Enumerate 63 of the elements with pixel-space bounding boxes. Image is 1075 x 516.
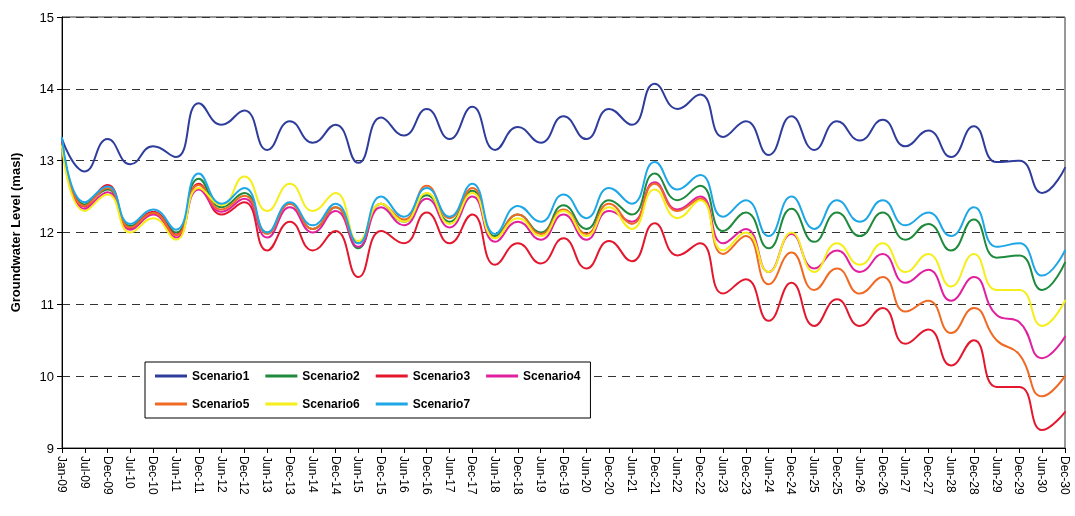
x-tick-label: Jun-27 <box>898 456 913 494</box>
x-tick-label: Jun-16 <box>396 456 411 494</box>
y-tick-label: 9 <box>46 440 54 456</box>
line-series <box>61 142 1066 360</box>
legend-label: Scenario6 <box>302 397 361 411</box>
x-tick-label: Dec-25 <box>830 456 845 496</box>
x-tick-label: Jan-09 <box>55 456 69 494</box>
x-tick-label: Jun-24 <box>761 456 776 494</box>
x-tick-label: Dec-30 <box>1058 456 1072 496</box>
x-tick-label: Dec-29 <box>1012 456 1027 496</box>
x-tick-label: Jun-11 <box>168 456 183 493</box>
x-tick-label: Dec-28 <box>966 456 981 496</box>
legend-label: Scenario4 <box>523 369 581 383</box>
x-tick-label: Jun-29 <box>989 456 1004 494</box>
x-tick-label: Jun-12 <box>214 456 229 494</box>
x-tick-label: Jun-25 <box>807 456 822 494</box>
x-tick-label: Dec-19 <box>556 456 571 496</box>
x-tick-label: Jun-28 <box>944 456 959 494</box>
line-series <box>61 145 1066 327</box>
y-axis-title: Groundwater Level (masl) <box>8 152 23 313</box>
x-tick-label: Jun-20 <box>579 456 594 494</box>
x-tick-label: Jun-18 <box>488 456 503 494</box>
x-tick-label: Dec-13 <box>282 456 297 496</box>
y-tick-label: 11 <box>40 296 54 312</box>
x-tick-label: Dec-20 <box>602 456 617 496</box>
x-tick-label: Dec-10 <box>146 456 161 496</box>
x-tick-label: Dec-26 <box>875 456 890 496</box>
y-tick-label: 14 <box>39 81 54 97</box>
x-tick-label: Dec-15 <box>374 456 389 496</box>
x-tick-label: Dec-23 <box>738 456 753 496</box>
y-tick-label: 10 <box>39 368 54 384</box>
legend-label: Scenario5 <box>192 397 250 411</box>
y-tick-label: 13 <box>39 153 54 169</box>
x-tick-label: Dec-16 <box>419 456 434 496</box>
x-tick-label: Dec-18 <box>510 456 525 496</box>
x-tick-label: Jul-10 <box>123 456 138 490</box>
x-tick-label: Jun-26 <box>852 456 867 494</box>
x-tick-label: Dec-21 <box>647 456 662 496</box>
y-tick-label: 15 <box>39 9 54 25</box>
x-tick-label: Dec-11 <box>191 456 206 495</box>
x-tick-label: Jun-14 <box>305 456 320 494</box>
x-tick-label: Jul-09 <box>77 456 92 490</box>
x-tick-label: Jun-30 <box>1035 456 1050 494</box>
x-tick-label: Jun-15 <box>351 456 366 494</box>
x-tick-label: Dec-14 <box>328 456 343 496</box>
legend-label: Scenario7 <box>412 397 471 411</box>
line-series <box>61 82 1066 194</box>
x-tick-label: Jun-17 <box>442 456 457 494</box>
legend-label: Scenario3 <box>412 369 471 383</box>
y-tick-label: 12 <box>39 225 54 240</box>
x-tick-label: Jun-22 <box>670 456 685 494</box>
x-tick-label: Dec-09 <box>100 456 115 496</box>
x-tick-label: Jun-23 <box>716 456 731 494</box>
x-tick-label: Jun-21 <box>624 456 639 494</box>
x-tick-label: Dec-12 <box>237 456 252 496</box>
legend-label: Scenario2 <box>302 369 361 383</box>
x-tick-label: Dec-24 <box>784 456 799 496</box>
x-tick-label: Dec-17 <box>465 456 480 496</box>
x-tick-label: Jun-19 <box>533 456 548 494</box>
legend-label: Scenario1 <box>192 369 250 383</box>
x-tick-label: Dec-22 <box>693 456 708 496</box>
x-tick-label: Jun-13 <box>260 456 275 494</box>
x-tick-label: Dec-27 <box>921 456 936 496</box>
